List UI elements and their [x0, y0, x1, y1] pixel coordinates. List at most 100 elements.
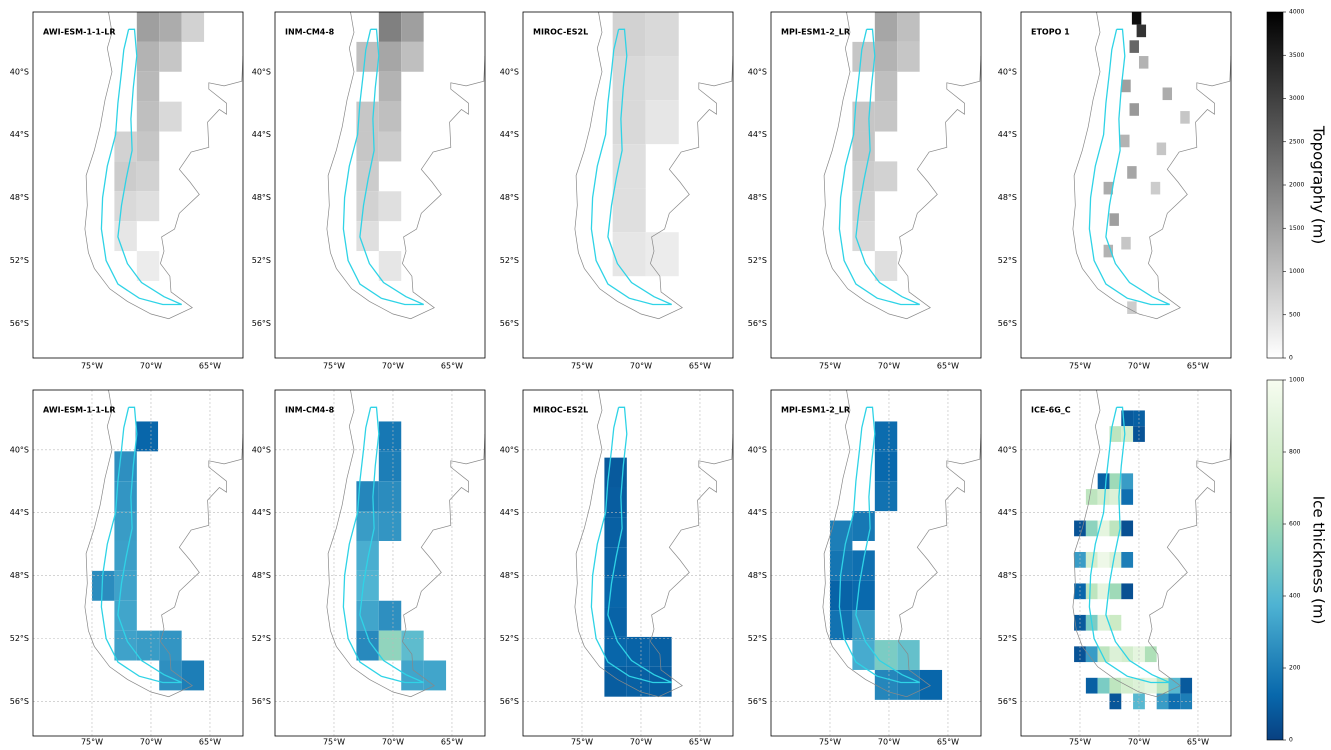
grid-cell	[159, 12, 181, 42]
grid-cell	[1098, 489, 1110, 505]
lat-tick-label: 44°S	[998, 130, 1017, 139]
grid-cell	[875, 12, 897, 42]
grid-cell	[136, 421, 158, 451]
grid-cell	[875, 670, 897, 700]
lat-tick-label: 44°S	[500, 130, 519, 139]
lon-tick-label: 65°W	[441, 738, 463, 747]
grid-cell	[401, 42, 423, 72]
grid-cell	[604, 517, 626, 547]
lat-tick-label: 44°S	[10, 130, 29, 139]
lat-tick-label: 48°S	[500, 571, 519, 580]
grid-cell	[875, 42, 897, 72]
lat-tick-label: 44°S	[10, 508, 29, 517]
colorbar-label: Topography (m)	[1310, 125, 1328, 244]
grid-cell	[830, 580, 852, 610]
grid-cell	[379, 481, 401, 511]
grid-cell	[137, 72, 159, 102]
grid-cell	[137, 42, 159, 72]
grid-cell	[379, 421, 401, 451]
lat-tick-label: 40°S	[252, 67, 271, 76]
grid-cell	[137, 161, 159, 191]
grid-cell	[875, 421, 897, 451]
grid-cell	[1121, 552, 1133, 568]
lat-tick-label: 40°S	[748, 445, 767, 454]
grid-cell	[1109, 583, 1121, 599]
grid-cell	[114, 541, 136, 571]
grid-cell	[613, 100, 646, 144]
grid-cell	[1109, 552, 1121, 568]
lat-tick-label: 44°S	[998, 508, 1017, 517]
grid-cell	[613, 56, 646, 100]
grid-cell	[1121, 426, 1133, 442]
lat-tick-label: 52°S	[10, 634, 29, 643]
lat-tick-label: 52°S	[748, 256, 767, 265]
lon-tick-label: 65°W	[689, 738, 711, 747]
panel-title: MIROC-ES2L	[533, 406, 588, 415]
map-panel	[85, 12, 243, 319]
grid-cell	[604, 667, 626, 697]
grid-cell	[1086, 521, 1098, 537]
lon-tick-label: 70°W	[630, 362, 652, 371]
grid-cell	[1086, 678, 1098, 694]
grid-cell	[1120, 135, 1129, 148]
lon-tick-label: 70°W	[140, 738, 162, 747]
lat-tick-label: 48°S	[10, 571, 29, 580]
colorbar-tick-label: 200	[1289, 665, 1301, 672]
grid-cell	[875, 161, 897, 191]
grid-cell	[114, 132, 136, 162]
grid-cell	[875, 72, 897, 102]
grid-cell	[379, 102, 401, 132]
lat-tick-label: 48°S	[10, 193, 29, 202]
lon-tick-label: 65°W	[1187, 362, 1209, 371]
lat-tick-label: 48°S	[998, 571, 1017, 580]
grid-cell	[379, 631, 401, 661]
lat-tick-label: 40°S	[252, 445, 271, 454]
grid-cell	[1109, 678, 1121, 694]
map-panel	[327, 12, 485, 319]
grid-cell	[356, 132, 378, 162]
colorbar-tick-label: 1000	[1289, 377, 1304, 384]
lat-tick-label: 52°S	[252, 256, 271, 265]
grid-cell	[1121, 521, 1133, 537]
colorbar	[1267, 380, 1283, 740]
grid-cell	[875, 251, 897, 281]
lat-tick-label: 56°S	[10, 697, 29, 706]
grid-cell	[852, 511, 874, 541]
figure: 40°S44°S48°S52°S56°S75°W70°W65°WAWI-ESM-…	[0, 0, 1331, 746]
grid-cell	[159, 42, 181, 72]
grid-cell	[1098, 678, 1110, 694]
lat-tick-label: 52°S	[500, 256, 519, 265]
grid-cell	[1109, 694, 1121, 710]
grid-cell	[1137, 25, 1146, 38]
grid-cell	[401, 12, 423, 42]
lon-tick-label: 70°W	[878, 362, 900, 371]
grid-cell	[1121, 583, 1133, 599]
grid-cell	[379, 251, 401, 281]
lat-tick-label: 48°S	[500, 193, 519, 202]
colorbar-tick-label: 500	[1289, 311, 1301, 318]
grid-cell	[182, 12, 204, 42]
grid-cell	[897, 12, 919, 42]
lon-tick-label: 65°W	[1187, 738, 1209, 747]
lat-tick-label: 56°S	[998, 319, 1017, 328]
colorbar-tick-label: 3000	[1289, 95, 1304, 102]
lon-tick-label: 75°W	[1069, 738, 1091, 747]
grid-cell	[646, 12, 679, 56]
lat-tick-label: 52°S	[998, 634, 1017, 643]
grid-cell	[1157, 678, 1169, 694]
grid-cell	[137, 631, 159, 661]
lon-tick-label: 75°W	[323, 362, 345, 371]
grid-cell	[356, 541, 378, 571]
lat-tick-label: 52°S	[10, 256, 29, 265]
grid-cell	[875, 451, 897, 481]
ice-extent	[1089, 407, 1169, 682]
grid-cell	[137, 251, 159, 281]
lat-tick-label: 56°S	[10, 319, 29, 328]
map-panel	[1021, 390, 1231, 736]
lat-tick-label: 56°S	[748, 319, 767, 328]
lat-tick-label: 44°S	[500, 508, 519, 517]
map-panel	[771, 390, 981, 736]
lon-tick-label: 75°W	[571, 738, 593, 747]
grid-cell	[852, 580, 874, 610]
grid-cell	[627, 637, 649, 667]
